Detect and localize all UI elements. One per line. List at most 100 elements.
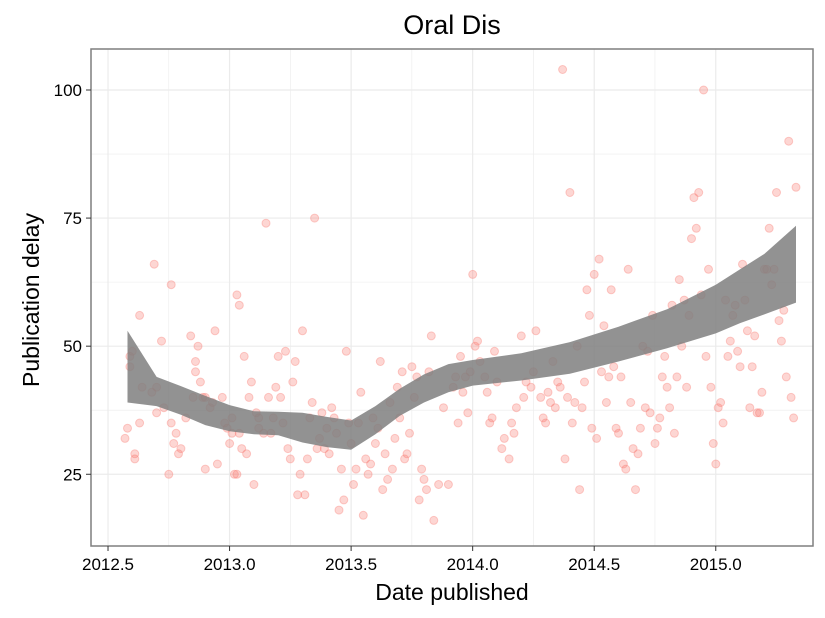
data-point bbox=[570, 398, 580, 407]
x-tick-label: 2014.5 bbox=[568, 555, 620, 574]
data-point bbox=[723, 351, 733, 361]
data-point bbox=[580, 377, 589, 387]
data-point bbox=[694, 188, 704, 197]
data-point bbox=[784, 136, 794, 146]
data-point bbox=[725, 336, 735, 346]
data-point bbox=[419, 474, 429, 484]
panel-border bbox=[90, 48, 814, 547]
data-point bbox=[453, 418, 463, 428]
data-point bbox=[747, 362, 757, 372]
data-point bbox=[349, 480, 358, 489]
data-point bbox=[468, 269, 478, 279]
data-point bbox=[358, 510, 368, 520]
data-point bbox=[674, 275, 684, 285]
data-point bbox=[375, 357, 385, 366]
data-point bbox=[599, 321, 609, 331]
smooth-confidence-band bbox=[127, 225, 796, 450]
data-point bbox=[565, 188, 575, 197]
data-point bbox=[200, 464, 210, 474]
data-point bbox=[171, 428, 181, 438]
data-point bbox=[507, 418, 517, 428]
data-point bbox=[657, 372, 667, 382]
data-point bbox=[616, 372, 626, 382]
y-tick-label: 100 bbox=[54, 81, 82, 100]
data-point bbox=[283, 444, 293, 454]
y-tick-label: 75 bbox=[63, 209, 82, 228]
data-point bbox=[149, 259, 159, 269]
data-point bbox=[733, 346, 743, 356]
data-point bbox=[682, 382, 692, 392]
data-point bbox=[293, 490, 303, 500]
data-point bbox=[541, 418, 551, 428]
data-point bbox=[300, 490, 310, 500]
data-point bbox=[597, 367, 606, 377]
data-point bbox=[339, 495, 349, 505]
data-point bbox=[152, 408, 162, 418]
data-point bbox=[623, 264, 633, 274]
x-tick-label: 2013.0 bbox=[204, 555, 256, 574]
data-point bbox=[592, 433, 602, 443]
data-point bbox=[701, 351, 711, 361]
data-point bbox=[370, 439, 380, 448]
data-point bbox=[387, 464, 397, 474]
data-point bbox=[426, 331, 436, 341]
data-point bbox=[589, 269, 599, 279]
data-point bbox=[334, 505, 344, 515]
data-point bbox=[195, 377, 205, 387]
data-point bbox=[526, 382, 536, 392]
data-point bbox=[429, 515, 439, 525]
data-point bbox=[553, 377, 563, 387]
data-point bbox=[531, 326, 541, 336]
data-point bbox=[120, 433, 130, 443]
data-point bbox=[606, 285, 616, 295]
data-point bbox=[383, 474, 393, 484]
data-point bbox=[713, 403, 723, 413]
data-point bbox=[324, 449, 334, 459]
data-point bbox=[414, 495, 424, 505]
data-point bbox=[135, 310, 145, 320]
data-point bbox=[242, 449, 252, 459]
data-point bbox=[791, 182, 801, 192]
data-point bbox=[351, 464, 361, 474]
chart-title: Oral Dis bbox=[403, 10, 501, 40]
data-point bbox=[706, 382, 716, 392]
data-point bbox=[317, 408, 327, 418]
data-point bbox=[652, 423, 662, 433]
data-point bbox=[361, 454, 371, 464]
data-point bbox=[633, 449, 643, 459]
data-point bbox=[669, 428, 679, 438]
data-point bbox=[764, 223, 774, 233]
data-point bbox=[538, 413, 548, 423]
data-point bbox=[405, 428, 414, 438]
data-point bbox=[225, 439, 235, 448]
data-point bbox=[273, 351, 283, 361]
data-point bbox=[511, 403, 521, 413]
data-point bbox=[626, 398, 636, 407]
data-point bbox=[288, 377, 298, 387]
data-point bbox=[611, 423, 621, 433]
data-point bbox=[536, 392, 546, 402]
data-point bbox=[363, 469, 373, 479]
data-point bbox=[380, 449, 390, 459]
data-point bbox=[687, 234, 696, 244]
data-point bbox=[757, 387, 767, 397]
data-point bbox=[550, 403, 560, 413]
data-point bbox=[609, 362, 619, 372]
data-point bbox=[601, 398, 611, 407]
data-point bbox=[640, 403, 650, 413]
data-point bbox=[546, 398, 555, 407]
axis-ticks: 2012.5 2013.0 2013.5 2014.0 2014.5 2015.0 25 50… bbox=[54, 81, 742, 574]
data-point bbox=[490, 346, 499, 356]
data-point bbox=[485, 418, 495, 428]
data-point bbox=[164, 469, 174, 479]
data-point bbox=[555, 382, 565, 392]
data-point bbox=[699, 85, 709, 95]
data-point bbox=[400, 454, 410, 464]
data-point bbox=[750, 331, 760, 341]
data-point bbox=[655, 413, 665, 423]
data-point bbox=[487, 413, 497, 423]
data-point bbox=[558, 65, 568, 74]
data-point bbox=[789, 413, 799, 423]
data-point bbox=[217, 392, 227, 402]
